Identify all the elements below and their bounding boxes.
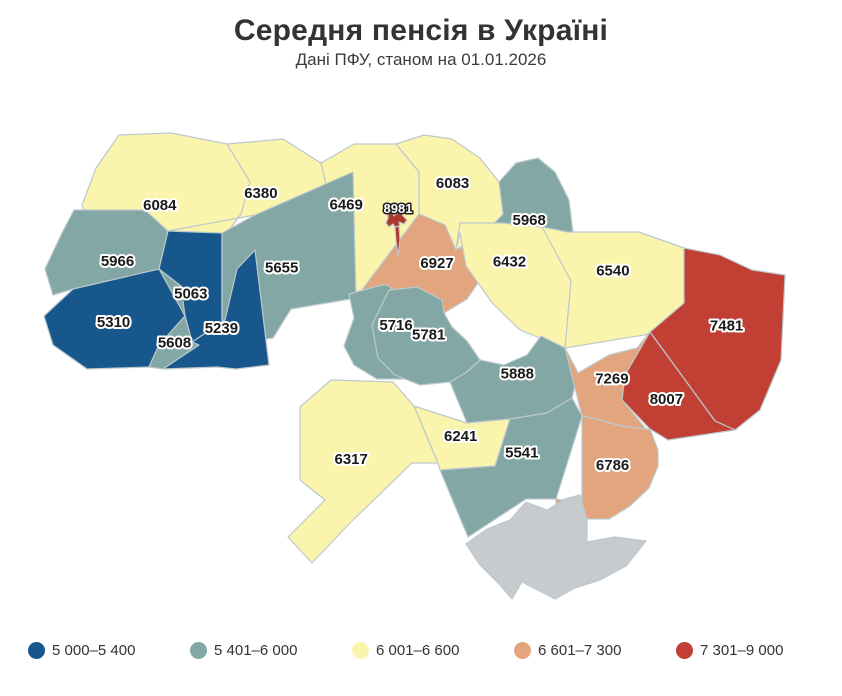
svg-text:6317: 6317 — [335, 451, 368, 468]
svg-text:5063: 5063 — [174, 286, 207, 303]
svg-text:5608: 5608 — [158, 334, 191, 351]
svg-text:5310: 5310 — [97, 314, 130, 331]
svg-text:8981: 8981 — [384, 201, 413, 216]
svg-text:6927: 6927 — [420, 255, 453, 272]
svg-text:5239: 5239 — [205, 320, 238, 337]
svg-text:7269: 7269 — [595, 371, 628, 388]
svg-text:6241: 6241 — [444, 428, 477, 445]
svg-text:8007: 8007 — [650, 391, 683, 408]
svg-text:5966: 5966 — [101, 253, 134, 270]
svg-text:5888: 5888 — [501, 366, 534, 383]
svg-text:5968: 5968 — [513, 212, 546, 229]
svg-text:5655: 5655 — [265, 260, 298, 277]
svg-text:6084: 6084 — [143, 197, 177, 214]
svg-text:6469: 6469 — [330, 197, 363, 214]
svg-text:7481: 7481 — [710, 317, 743, 334]
svg-text:6540: 6540 — [596, 263, 629, 280]
svg-text:6083: 6083 — [436, 175, 469, 192]
svg-text:6786: 6786 — [596, 457, 629, 474]
svg-text:6432: 6432 — [493, 254, 526, 271]
svg-text:5716: 5716 — [379, 317, 412, 334]
svg-text:6380: 6380 — [244, 185, 277, 202]
svg-text:5541: 5541 — [505, 444, 538, 461]
svg-text:5781: 5781 — [412, 327, 445, 344]
